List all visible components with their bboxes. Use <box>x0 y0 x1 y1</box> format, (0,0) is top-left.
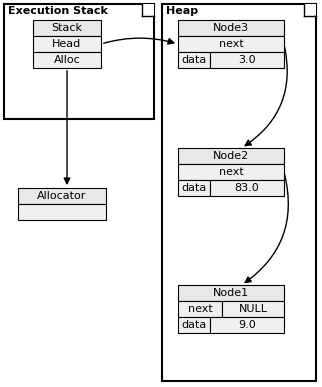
Text: Execution Stack: Execution Stack <box>8 6 108 16</box>
Text: Head: Head <box>52 39 81 49</box>
Bar <box>33 36 101 52</box>
Text: Node2: Node2 <box>213 151 249 161</box>
Bar <box>178 148 284 164</box>
Polygon shape <box>304 4 316 16</box>
Text: data: data <box>181 320 207 330</box>
Text: Node3: Node3 <box>213 23 249 33</box>
Text: Node1: Node1 <box>213 288 249 298</box>
Bar <box>18 188 106 204</box>
Bar <box>4 4 154 119</box>
Bar <box>210 317 284 333</box>
Text: next: next <box>188 304 213 314</box>
Text: Allocator: Allocator <box>37 191 87 201</box>
Bar <box>178 285 284 301</box>
Bar <box>178 180 210 196</box>
Bar <box>178 52 210 68</box>
Text: 83.0: 83.0 <box>235 183 260 193</box>
Bar <box>210 180 284 196</box>
Bar <box>18 204 106 220</box>
Text: 9.0: 9.0 <box>238 320 256 330</box>
Bar <box>178 36 284 52</box>
Bar <box>33 52 101 68</box>
Text: next: next <box>219 167 243 177</box>
Text: 3.0: 3.0 <box>238 55 256 65</box>
Bar <box>178 301 222 317</box>
Polygon shape <box>142 4 154 16</box>
Bar <box>210 52 284 68</box>
Text: NULL: NULL <box>239 304 268 314</box>
Text: data: data <box>181 55 207 65</box>
Text: data: data <box>181 183 207 193</box>
Text: next: next <box>219 39 243 49</box>
Text: Heap: Heap <box>166 6 198 16</box>
Bar <box>178 20 284 36</box>
Bar <box>222 301 284 317</box>
Bar <box>33 20 101 36</box>
Bar <box>162 4 316 381</box>
Bar <box>178 164 284 180</box>
Text: Stack: Stack <box>52 23 82 33</box>
Text: Alloc: Alloc <box>54 55 80 65</box>
Bar <box>178 317 210 333</box>
